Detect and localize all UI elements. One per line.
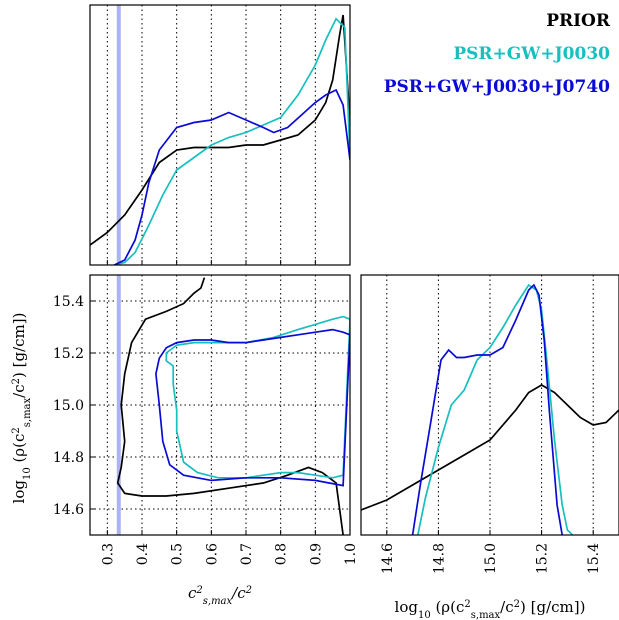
series-line-psr-gw-j0030-j0740 — [113, 88, 350, 265]
y-tick-label: 14.6 — [53, 502, 84, 518]
x-tick-label: 15.0 — [483, 543, 499, 574]
panel-frame — [360, 274, 619, 536]
x-axis-title-right: log10 (ρ(c2s,max/c2) [g/cm]) — [395, 598, 586, 620]
legend-entry-psr-gw-j0030-j0740: PSR+GW+J0030+J0740 — [384, 77, 610, 97]
y-axis-title-left: log10 (ρ(c2s,max/c2) [g/cm]) — [10, 313, 33, 504]
x-tick-label: 1.0 — [343, 543, 359, 565]
legend-entry-prior: PRIOR — [546, 11, 611, 31]
y-tick-label: 14.8 — [53, 450, 84, 466]
x-tick-label: 0.8 — [274, 543, 290, 565]
x-tick-label: 0.6 — [204, 543, 220, 565]
top-left-marginal-panel — [89, 4, 351, 266]
x-tick-label: 15.4 — [586, 543, 602, 574]
reference-line — [116, 5, 121, 265]
contour-prior — [116, 277, 344, 535]
x-tick-label: 0.9 — [308, 543, 324, 565]
panel-frame — [89, 4, 351, 266]
panel-frame — [89, 274, 351, 536]
x-tick-label: 0.7 — [239, 543, 255, 565]
x-tick-label: 15.2 — [535, 543, 551, 574]
y-tick-label: 15.4 — [53, 294, 84, 310]
y-tick-label: 15.0 — [53, 398, 84, 414]
y-tick-label: 15.2 — [53, 346, 84, 362]
legend: PRIOR PSR+GW+J0030 PSR+GW+J0030+J0740 — [384, 11, 611, 97]
x-axis-title-left: c2s,max/c2 — [188, 584, 252, 607]
series-line-psr-gw-j0030-j0740 — [411, 283, 564, 535]
series-line-psr-gw-j0030 — [114, 17, 350, 265]
x-tick-label: 14.6 — [380, 543, 396, 574]
bottom-left-joint-panel: 0.3 0.4 0.5 0.6 0.7 0.8 0.9 1.0 14.6 14.8 15.0 15.2… — [53, 274, 359, 565]
contour-psr-gw-j0030-j0740 — [155, 328, 350, 487]
legend-entry-psr-gw-j0030: PSR+GW+J0030 — [453, 44, 610, 64]
reference-line — [116, 275, 121, 535]
series-line-psr-gw-j0030 — [416, 283, 574, 535]
series-line-prior — [90, 14, 350, 246]
x-tick-label: 0.3 — [100, 543, 116, 565]
x-tick-label: 0.4 — [135, 543, 151, 565]
bottom-right-marginal-panel: 14.6 14.8 15.0 15.2 15.4 — [360, 274, 619, 574]
x-tick-label: 0.5 — [170, 543, 186, 565]
x-tick-label: 14.8 — [431, 543, 447, 574]
